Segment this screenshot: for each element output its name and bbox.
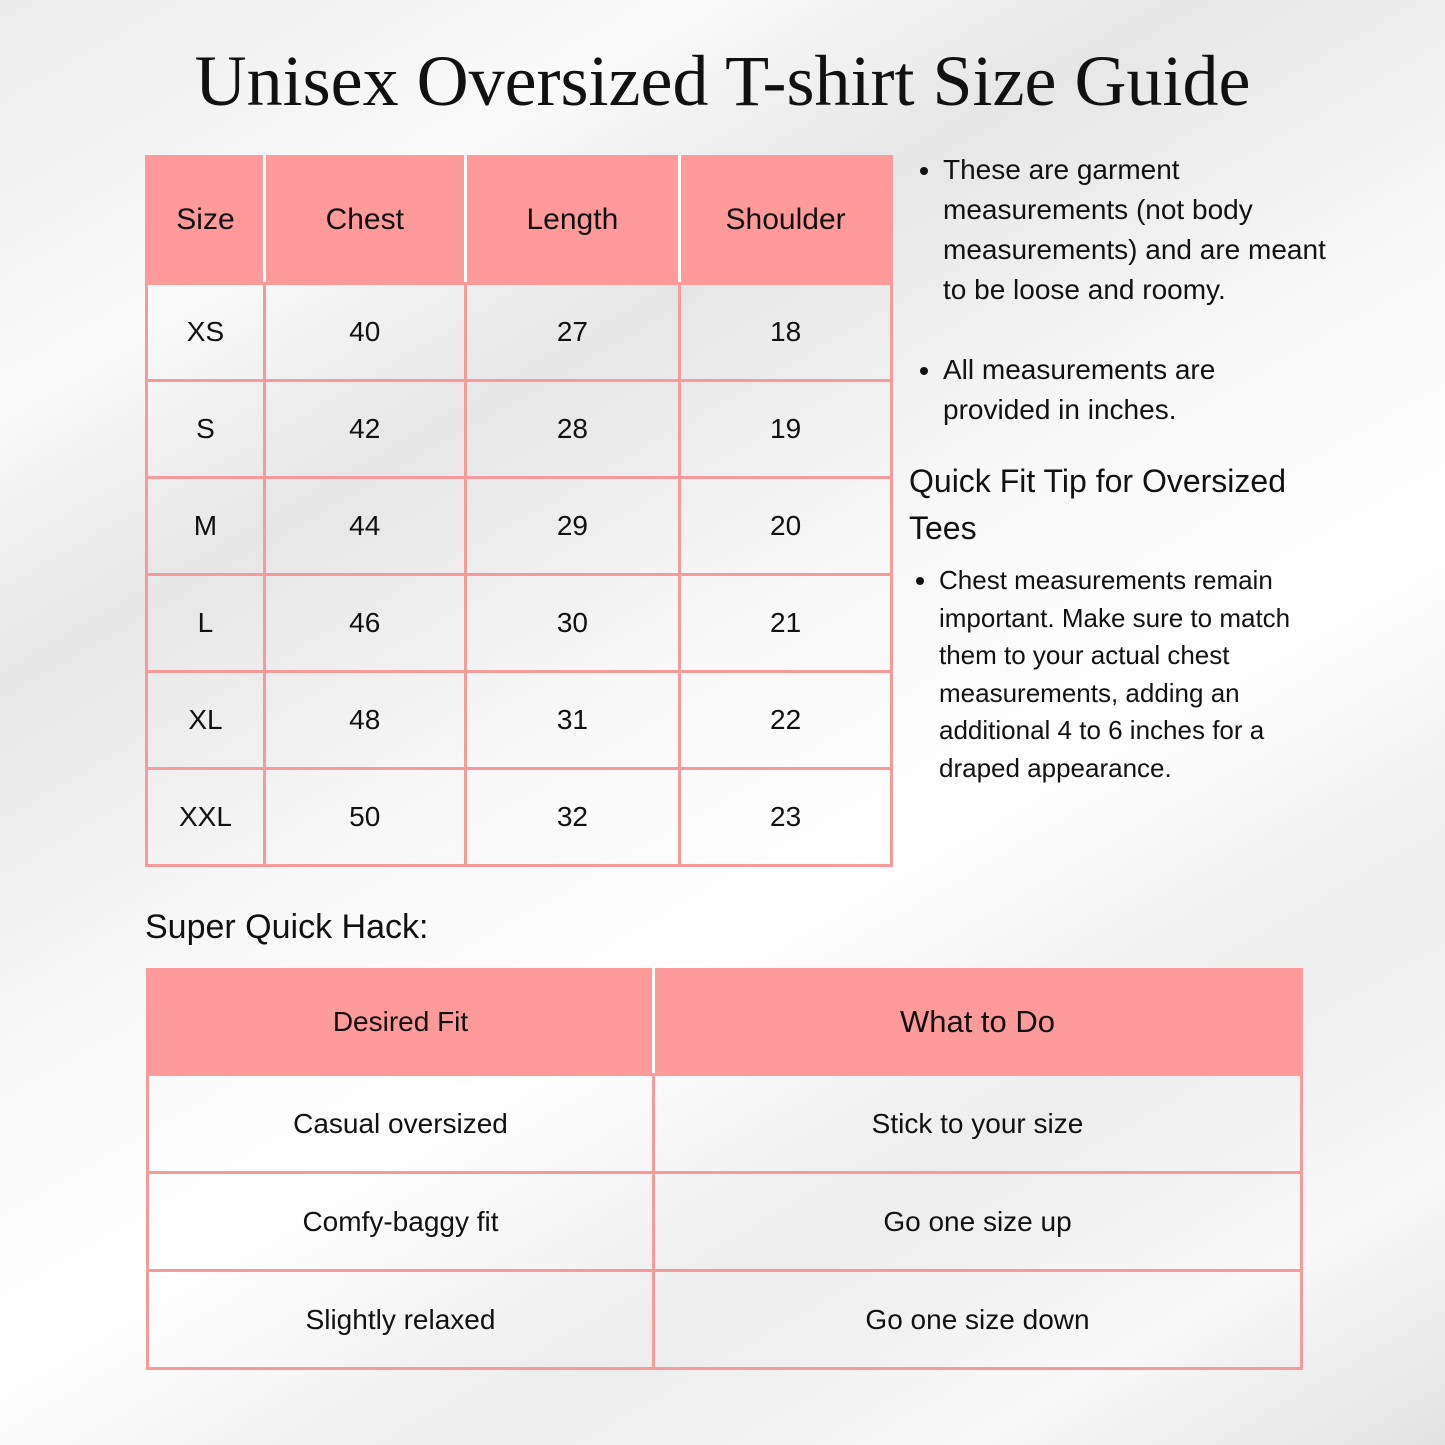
size-table-header: Size Chest Length Shoulder [145, 155, 893, 285]
table-cell: 22 [678, 670, 893, 770]
table-cell: 40 [262, 282, 467, 382]
table-cell: Go one size up [652, 1171, 1303, 1272]
table-cell: Casual oversized [146, 1073, 655, 1174]
table-row: Slightly relaxed Go one size down [146, 1269, 1303, 1370]
header-chest: Chest [262, 155, 467, 285]
table-cell: L [145, 573, 266, 673]
table-cell: 50 [262, 767, 467, 867]
notes-panel: These are garment measurements (not body… [909, 150, 1329, 787]
table-cell: Comfy-baggy fit [146, 1171, 655, 1272]
page-title: Unisex Oversized T-shirt Size Guide [194, 41, 1251, 121]
size-table: Size Chest Length Shoulder XS 40 27 18 S 42 28… [145, 155, 893, 867]
tip-bullet: Chest measurements remain important. Mak… [939, 562, 1329, 787]
table-row: Casual oversized Stick to your size [146, 1073, 1303, 1174]
header-shoulder: Shoulder [678, 155, 893, 285]
header-desired-fit: Desired Fit [146, 968, 655, 1076]
header-length: Length [463, 155, 682, 285]
table-cell: XXL [145, 767, 266, 867]
table-cell: M [145, 476, 266, 576]
hack-title: Super Quick Hack: [145, 908, 429, 946]
table-cell: 20 [678, 476, 893, 576]
table-row: XXL 50 32 23 [145, 767, 893, 867]
header-size: Size [145, 155, 266, 285]
table-cell: Go one size down [652, 1269, 1303, 1370]
hack-table-header: Desired Fit What to Do [146, 968, 1303, 1076]
header-what-to-do: What to Do [652, 968, 1303, 1076]
hack-table: Desired Fit What to Do Casual oversized S… [146, 968, 1303, 1370]
table-cell: 32 [463, 767, 682, 867]
table-row: Comfy-baggy fit Go one size up [146, 1171, 1303, 1272]
table-cell: 21 [678, 573, 893, 673]
table-row: L 46 30 21 [145, 573, 893, 673]
table-row: S 42 28 19 [145, 379, 893, 479]
table-cell: 23 [678, 767, 893, 867]
table-cell: 28 [463, 379, 682, 479]
table-cell: 27 [463, 282, 682, 382]
table-cell: 31 [463, 670, 682, 770]
table-cell: Stick to your size [652, 1073, 1303, 1174]
table-row: XS 40 27 18 [145, 282, 893, 382]
table-row: M 44 29 20 [145, 476, 893, 576]
table-cell: 29 [463, 476, 682, 576]
note-bullet: All measurements are provided in inches. [943, 350, 1329, 430]
table-cell: 48 [262, 670, 467, 770]
table-row: XL 48 31 22 [145, 670, 893, 770]
table-cell: XS [145, 282, 266, 382]
table-cell: 18 [678, 282, 893, 382]
table-cell: 30 [463, 573, 682, 673]
table-cell: 44 [262, 476, 467, 576]
table-cell: 19 [678, 379, 893, 479]
tip-heading: Quick Fit Tip for Oversized Tees [909, 463, 1286, 546]
table-cell: 42 [262, 379, 467, 479]
note-bullet: These are garment measurements (not body… [943, 150, 1329, 310]
table-cell: Slightly relaxed [146, 1269, 655, 1370]
table-cell: S [145, 379, 266, 479]
table-cell: XL [145, 670, 266, 770]
table-cell: 46 [262, 573, 467, 673]
